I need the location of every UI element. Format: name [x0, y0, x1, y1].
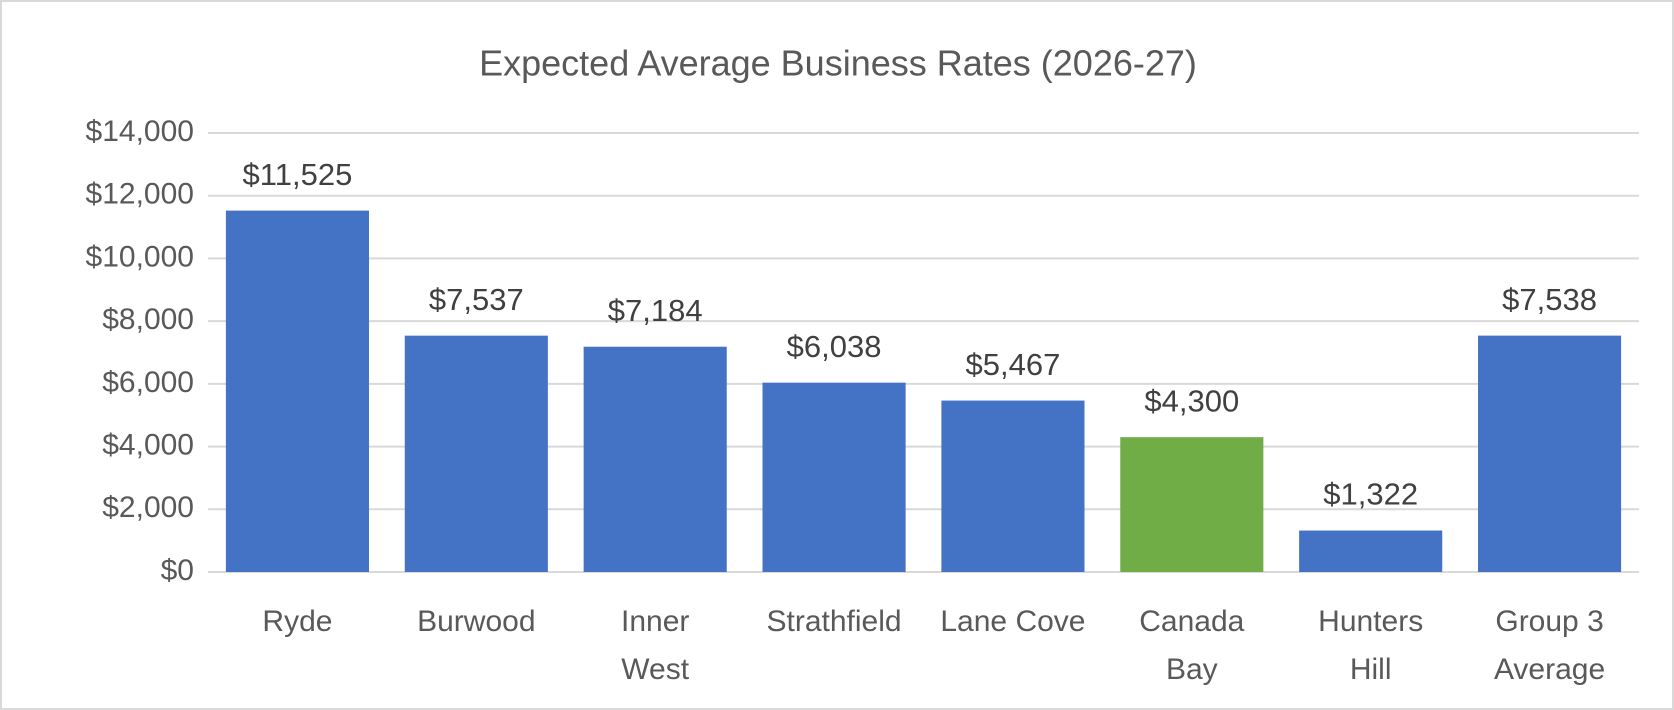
x-tick-label: Group 3	[1495, 605, 1603, 638]
bar	[583, 346, 727, 572]
x-tick-label: Bay	[1166, 653, 1218, 686]
x-tick-label: Strathfield	[767, 605, 902, 638]
data-label: $7,184	[608, 293, 703, 328]
x-tick-label: Lane Cove	[940, 605, 1085, 638]
bar	[225, 210, 369, 572]
y-tick-label: $2,000	[102, 491, 194, 524]
data-label: $7,538	[1502, 282, 1597, 317]
x-tick-label: Ryde	[262, 605, 332, 638]
bar	[941, 400, 1085, 572]
x-tick-label: Burwood	[417, 605, 535, 638]
y-tick-label: $8,000	[102, 303, 194, 336]
y-tick-label: $0	[161, 554, 194, 587]
chart-title: Expected Average Business Rates (2026-27…	[479, 43, 1197, 84]
data-label: $4,300	[1144, 383, 1239, 418]
y-tick-label: $12,000	[86, 178, 194, 211]
bar	[1299, 530, 1443, 572]
x-tick-label: Hill	[1350, 653, 1392, 686]
x-tick-label: Hunters	[1318, 605, 1423, 638]
bar	[1120, 437, 1264, 572]
x-tick-label: Inner	[621, 605, 689, 638]
data-label: $6,038	[787, 329, 882, 364]
y-tick-label: $6,000	[102, 366, 194, 399]
y-tick-label: $4,000	[102, 428, 194, 461]
data-label: $5,467	[966, 347, 1061, 382]
data-label: $11,525	[243, 157, 353, 192]
x-tick-label: Average	[1494, 653, 1605, 686]
x-tick-label: West	[621, 653, 689, 686]
y-tick-label: $14,000	[86, 115, 194, 148]
bar	[1478, 335, 1622, 572]
y-tick-label: $10,000	[86, 240, 194, 273]
bar	[762, 382, 906, 572]
bar	[404, 335, 548, 572]
data-label: $1,322	[1323, 477, 1418, 512]
data-label: $7,537	[429, 282, 524, 317]
x-tick-label: Canada	[1139, 605, 1244, 638]
